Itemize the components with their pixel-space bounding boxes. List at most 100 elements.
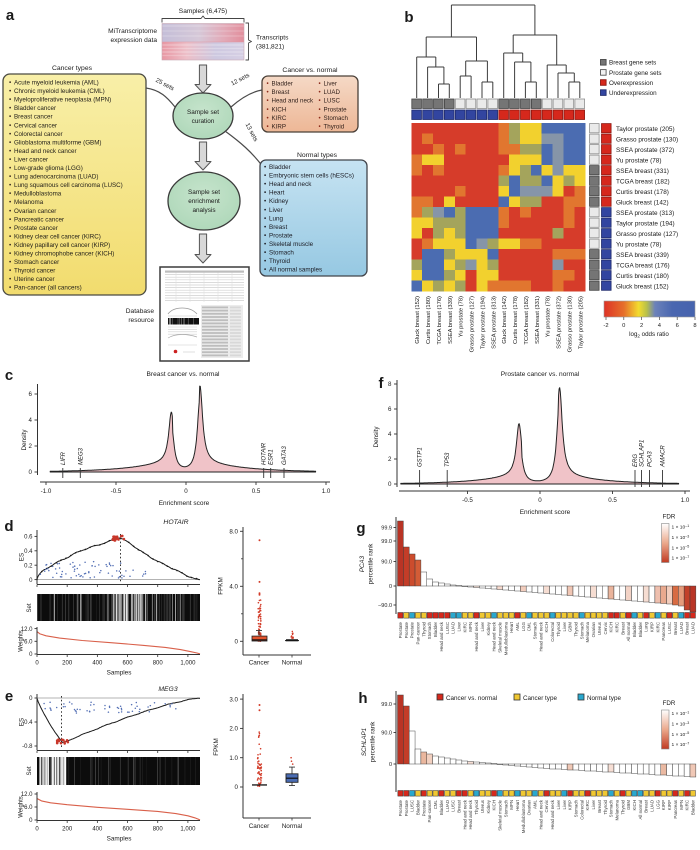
svg-text:SCHLAP1: SCHLAP1: [640, 440, 646, 467]
svg-text:•: •: [9, 114, 11, 121]
svg-text:CML: CML: [527, 621, 532, 631]
svg-text:Liver: Liver: [562, 799, 567, 809]
svg-text:•: •: [9, 174, 11, 181]
svg-text:Breast: Breast: [269, 224, 287, 231]
svg-text:Heart: Heart: [269, 190, 285, 197]
svg-text:Taylor prostate (194): Taylor prostate (194): [616, 220, 675, 227]
svg-text:KICH: KICH: [609, 622, 614, 633]
svg-text:Prostate: Prostate: [269, 232, 293, 239]
svg-text:LUAD: LUAD: [451, 622, 456, 634]
svg-text:Myeloproliferative neoplasia (: Myeloproliferative neoplasia (MPN): [14, 97, 111, 104]
svg-text:Head and neck: Head and neck: [538, 621, 543, 651]
svg-text:Cancer vs. normal: Cancer vs. normal: [446, 695, 497, 702]
svg-text:Curtis breast (178): Curtis breast (178): [616, 189, 669, 196]
svg-text:LUSC: LUSC: [324, 98, 341, 105]
svg-text:Breast: Breast: [272, 89, 290, 96]
svg-text:•: •: [267, 115, 269, 122]
svg-text:All normal: All normal: [638, 800, 643, 820]
svg-text:400: 400: [92, 661, 103, 667]
svg-text:LUSC: LUSC: [445, 622, 450, 634]
svg-text:1 × 10–5: 1 × 10–5: [672, 545, 690, 552]
svg-text:Thyroid: Thyroid: [556, 621, 561, 636]
svg-text:Heart: Heart: [515, 799, 520, 811]
svg-text:Curtis breast (178): Curtis breast (178): [513, 296, 519, 344]
svg-text:Pan-cancer: Pan-cancer: [416, 621, 421, 644]
svg-text:Pan-cancer (all cancers): Pan-cancer (all cancers): [14, 285, 82, 292]
svg-text:Weights: Weights: [19, 630, 25, 652]
svg-text:0: 0: [389, 762, 392, 768]
svg-text:LUAD: LUAD: [679, 622, 684, 634]
svg-text:•: •: [9, 225, 11, 232]
svg-text:KIRC: KIRC: [615, 622, 620, 633]
svg-text:0: 0: [29, 652, 33, 658]
svg-text:SSEA breast (339): SSEA breast (339): [616, 252, 669, 259]
svg-text:•: •: [267, 98, 269, 105]
svg-text:Uterus: Uterus: [597, 621, 602, 635]
svg-text:Lung adenocarcinoma (LUAD): Lung adenocarcinoma (LUAD): [14, 174, 98, 181]
svg-text:4: 4: [388, 431, 392, 438]
svg-text:Liver: Liver: [591, 799, 596, 809]
svg-text:•: •: [9, 148, 11, 155]
svg-text:Sample set: Sample set: [188, 189, 220, 196]
svg-text:FDR: FDR: [663, 514, 676, 521]
svg-text:TCGA breast (182): TCGA breast (182): [524, 296, 530, 345]
svg-text:Prostate: Prostate: [404, 621, 409, 638]
svg-text:Normal: Normal: [282, 823, 303, 830]
svg-text:KICH: KICH: [272, 106, 287, 113]
svg-text:Head and neck: Head and neck: [269, 181, 312, 188]
svg-text:3.0: 3.0: [229, 696, 238, 703]
svg-text:0: 0: [622, 323, 625, 329]
svg-text:Prostate: Prostate: [410, 621, 415, 638]
svg-text:–90.0: –90.0: [378, 603, 392, 609]
svg-text:KICH: KICH: [544, 622, 549, 633]
svg-text:Samples (6,475): Samples (6,475): [179, 8, 227, 15]
svg-text:LUSC: LUSC: [410, 800, 415, 812]
svg-text:-1.0: -1.0: [41, 488, 52, 495]
svg-text:Cancer: Cancer: [249, 823, 270, 830]
svg-text:•: •: [319, 124, 321, 131]
svg-text:MPN: MPN: [509, 800, 514, 810]
svg-text:HOTAIR: HOTAIR: [262, 442, 268, 465]
svg-text:6.0: 6.0: [24, 805, 33, 811]
svg-text:percentile rank: percentile rank: [370, 721, 377, 762]
svg-text:Thyroid: Thyroid: [620, 799, 625, 814]
svg-text:•: •: [264, 207, 266, 214]
svg-text:a: a: [6, 7, 15, 24]
svg-text:•: •: [9, 208, 11, 215]
svg-text:Medulloblastoma: Medulloblastoma: [14, 191, 62, 198]
svg-text:Samples: Samples: [107, 670, 132, 677]
svg-text:Gluck breast (152): Gluck breast (152): [415, 296, 421, 344]
svg-text:Weights: Weights: [19, 796, 25, 818]
svg-text:200: 200: [62, 661, 73, 667]
svg-text:GATA3: GATA3: [282, 446, 288, 465]
svg-text:1 × 10–7: 1 × 10–7: [672, 742, 690, 749]
svg-text:1.0: 1.0: [322, 488, 331, 495]
svg-text:Taylor prostate (205): Taylor prostate (205): [578, 296, 584, 349]
svg-text:1 × 10–1: 1 × 10–1: [672, 710, 690, 717]
svg-text:Liver cancer: Liver cancer: [14, 156, 48, 163]
svg-text:Bladder: Bladder: [632, 621, 637, 637]
svg-text:Heart: Heart: [509, 621, 514, 633]
svg-text:LUSC: LUSC: [451, 800, 456, 812]
svg-text:99.0: 99.0: [381, 702, 392, 708]
svg-text:•: •: [9, 268, 11, 275]
svg-text:Breast cancer: Breast cancer: [14, 114, 53, 121]
svg-text:Prostate gene sets: Prostate gene sets: [609, 70, 662, 77]
svg-text:Stomach: Stomach: [503, 799, 508, 817]
svg-text:0: 0: [184, 488, 188, 495]
svg-text:1.0: 1.0: [681, 497, 690, 504]
svg-text:99.0: 99.0: [381, 539, 392, 545]
svg-text:•: •: [9, 199, 11, 206]
svg-text:•: •: [264, 173, 266, 180]
svg-text:HOTAIR: HOTAIR: [163, 519, 188, 526]
svg-text:Gluck breast (142): Gluck breast (142): [616, 199, 669, 206]
svg-text:4: 4: [29, 417, 33, 424]
svg-text:-2: -2: [603, 323, 608, 329]
svg-text:•: •: [264, 258, 266, 265]
svg-text:1 × 10–7: 1 × 10–7: [672, 555, 690, 562]
svg-text:-0.5: -0.5: [462, 497, 473, 504]
svg-text:Stomach: Stomach: [609, 799, 614, 817]
svg-text:GBM: GBM: [626, 800, 631, 810]
svg-text:expression data: expression data: [110, 37, 157, 44]
svg-text:Gluck breast (152): Gluck breast (152): [616, 283, 669, 290]
